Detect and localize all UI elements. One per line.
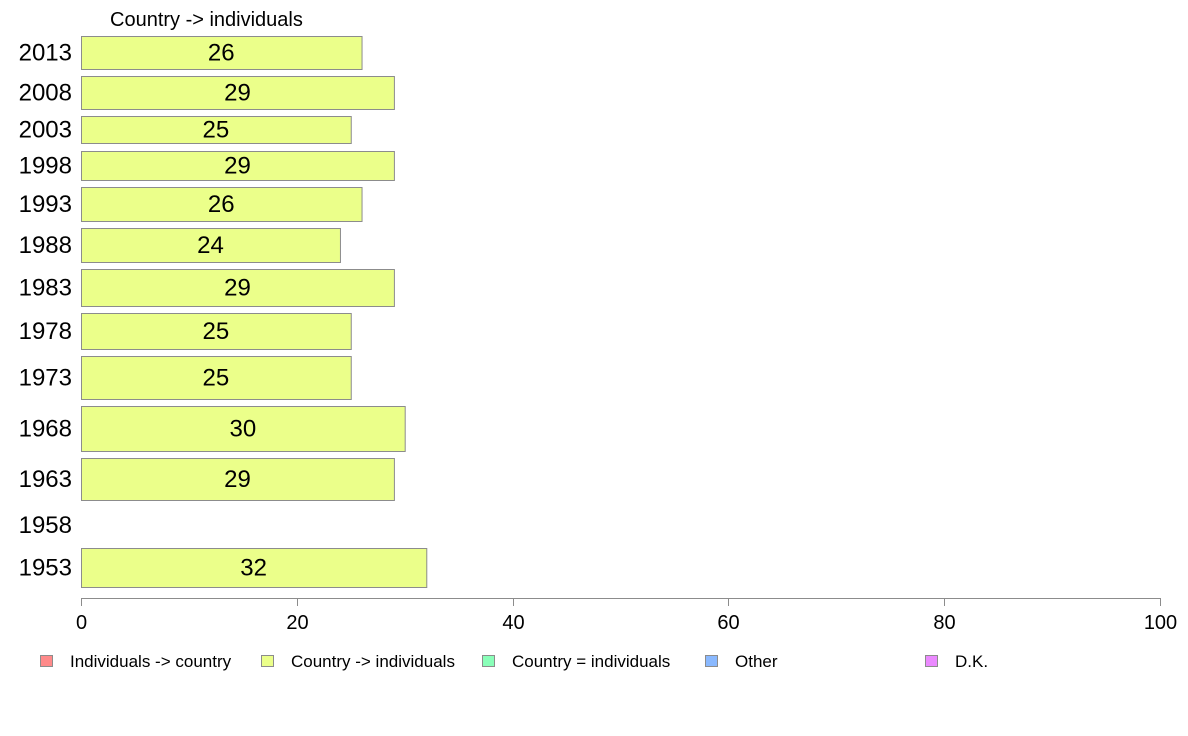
legend-label: Individuals -> country [70,652,232,671]
bar-value-label: 25 [203,117,230,144]
bar-value-label: 26 [208,40,235,67]
legend-label: Other [735,652,778,671]
x-tick-label: 40 [502,612,524,634]
category-label: 1978 [19,318,72,345]
category-label: 1973 [19,365,72,392]
legend: Individuals -> country Country -> individ… [40,652,988,671]
x-tick-label: 0 [76,612,87,634]
bar-value-label: 29 [224,466,251,493]
legend-swatch [482,655,495,667]
category-label: 1953 [19,555,72,582]
x-tick-label: 80 [933,612,955,634]
series-header: Country -> individuals [110,9,303,31]
category-label: 1983 [19,275,72,302]
bar [81,76,395,110]
category-label: 1968 [19,416,72,443]
bar [81,269,395,307]
bar [81,151,395,181]
bar-value-label: 30 [229,416,256,443]
category-label: 1988 [19,232,72,259]
x-axis: 0 20 40 60 80 100 [76,598,1177,634]
bar [81,548,428,588]
legend-label: Country -> individuals [291,652,455,671]
bar [81,116,352,144]
bar [81,228,341,263]
category-label: 2008 [19,80,72,107]
category-label: 1993 [19,191,72,218]
category-label: 1958 [19,512,72,539]
bar-value-label: 26 [208,191,235,218]
bar-group [81,36,428,588]
bar-value-label: 24 [197,232,224,259]
category-label: 2013 [19,40,72,67]
x-tick-label: 20 [286,612,308,634]
bar-value-label: 25 [203,365,230,392]
bar-value-label: 29 [224,153,251,180]
bar-value-label: 32 [240,555,267,582]
bar-value-label: 25 [203,318,230,345]
legend-label: Country = individuals [512,652,670,671]
bar [81,313,352,350]
bar [81,187,363,222]
bar [81,458,395,501]
category-labels: 2013 2008 2003 1998 1993 1988 1983 1978 1973 1968… [19,40,72,582]
bar [81,406,406,452]
legend-swatch [40,655,53,667]
bar [81,36,363,70]
x-tick-label: 100 [1144,612,1177,634]
legend-swatch [261,655,274,667]
bar-value-label: 29 [224,275,251,302]
category-label: 1998 [19,153,72,180]
category-label: 2003 [19,117,72,144]
category-label: 1963 [19,466,72,493]
legend-swatch [925,655,938,667]
bar-value-label: 29 [224,80,251,107]
bar [81,356,352,400]
legend-swatch [705,655,718,667]
x-tick-label: 60 [717,612,739,634]
legend-label: D.K. [955,652,988,671]
